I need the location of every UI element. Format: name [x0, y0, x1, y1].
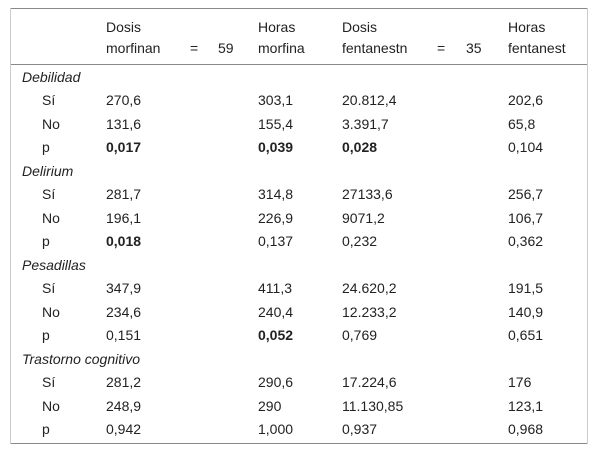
header-text: Horas	[258, 19, 296, 35]
cell: 65,8	[508, 115, 536, 132]
cell: 347,9	[106, 280, 142, 297]
cell: 191,5	[508, 280, 544, 297]
cell: 106,7	[508, 209, 544, 226]
cell: 20.812,4	[342, 92, 397, 109]
header-text: fentanestn	[342, 40, 408, 56]
group-label: Debilidad	[22, 69, 81, 85]
cell: 9071,2	[342, 209, 385, 226]
cell: 0,942	[106, 421, 142, 438]
bottom-rule	[10, 443, 588, 444]
cell: 0,039	[258, 139, 294, 156]
cell: 0,968	[508, 421, 544, 438]
header-text: fentanest	[508, 40, 566, 56]
cell: 11.130,85	[342, 397, 404, 414]
cell: 3.391,7	[342, 115, 389, 132]
cell: 12.233,2	[342, 303, 397, 320]
cell: 270,6	[106, 92, 142, 109]
row-label: No	[42, 209, 60, 226]
header-text: =	[437, 40, 446, 56]
cell: 196,1	[106, 209, 142, 226]
cell: 248,9	[106, 397, 142, 414]
row-label: p	[42, 233, 50, 250]
cell: 0,137	[258, 233, 294, 250]
cell: 256,7	[508, 186, 544, 203]
header-text: 59	[218, 40, 234, 56]
cell: 24.620,2	[342, 280, 397, 297]
cell: 0,018	[106, 233, 142, 250]
row-label: Sí	[42, 374, 56, 391]
row-label: No	[42, 397, 60, 414]
right-border	[587, 8, 588, 444]
cell: 131,6	[106, 115, 142, 132]
header-text: morfina	[258, 40, 305, 56]
cell: 303,1	[258, 92, 294, 109]
cell: 140,9	[508, 303, 544, 320]
cell: 290,6	[258, 374, 294, 391]
cell: 240,4	[258, 303, 294, 320]
header-text: morfinan	[106, 40, 161, 56]
cell: 0,937	[342, 421, 378, 438]
header-text: =	[190, 40, 199, 56]
row-label: No	[42, 115, 60, 132]
cell: 0,028	[342, 139, 378, 156]
cell: 0,052	[258, 327, 294, 344]
group-label: Delirium	[22, 162, 74, 179]
cell: 176	[508, 374, 532, 391]
cell: 281,7	[106, 186, 142, 203]
cell: 0,017	[106, 139, 142, 156]
cell: 234,6	[106, 303, 142, 320]
row-label: p	[42, 421, 50, 438]
cell: 281,2	[106, 374, 142, 391]
row-label: p	[42, 327, 50, 344]
cell: 411,3	[258, 280, 292, 297]
top-rule	[10, 8, 588, 9]
group-label: Pesadillas	[22, 256, 86, 273]
cell: 0,104	[508, 139, 544, 156]
cell: 1,000	[258, 421, 294, 438]
row-label: p	[42, 139, 50, 156]
header-text: 35	[466, 40, 482, 56]
cell: 0,362	[508, 233, 544, 250]
cell: 290	[258, 397, 282, 414]
cell: 202,6	[508, 92, 544, 109]
header-text: Horas	[508, 19, 546, 35]
header-text: Dosis	[106, 19, 142, 35]
cell: 155,4	[258, 115, 294, 132]
group-label: Trastorno cognitivo	[22, 350, 141, 367]
row-label: Sí	[42, 92, 56, 109]
cell: 0,651	[508, 327, 544, 344]
cell: 0,151	[106, 327, 142, 344]
cell: 123,1	[508, 397, 544, 414]
cell: 27133,6	[342, 186, 393, 203]
header-text: Dosis	[342, 19, 378, 35]
row-label: Sí	[42, 280, 56, 297]
cell: 0,232	[342, 233, 378, 250]
cell: 314,8	[258, 186, 294, 203]
cell: 0,769	[342, 327, 378, 344]
cell: 226,9	[258, 209, 294, 226]
row-label: No	[42, 303, 60, 320]
left-border	[10, 8, 11, 444]
row-label: Sí	[42, 186, 56, 203]
header-rule	[10, 64, 588, 65]
cell: 17.224,6	[342, 374, 397, 391]
